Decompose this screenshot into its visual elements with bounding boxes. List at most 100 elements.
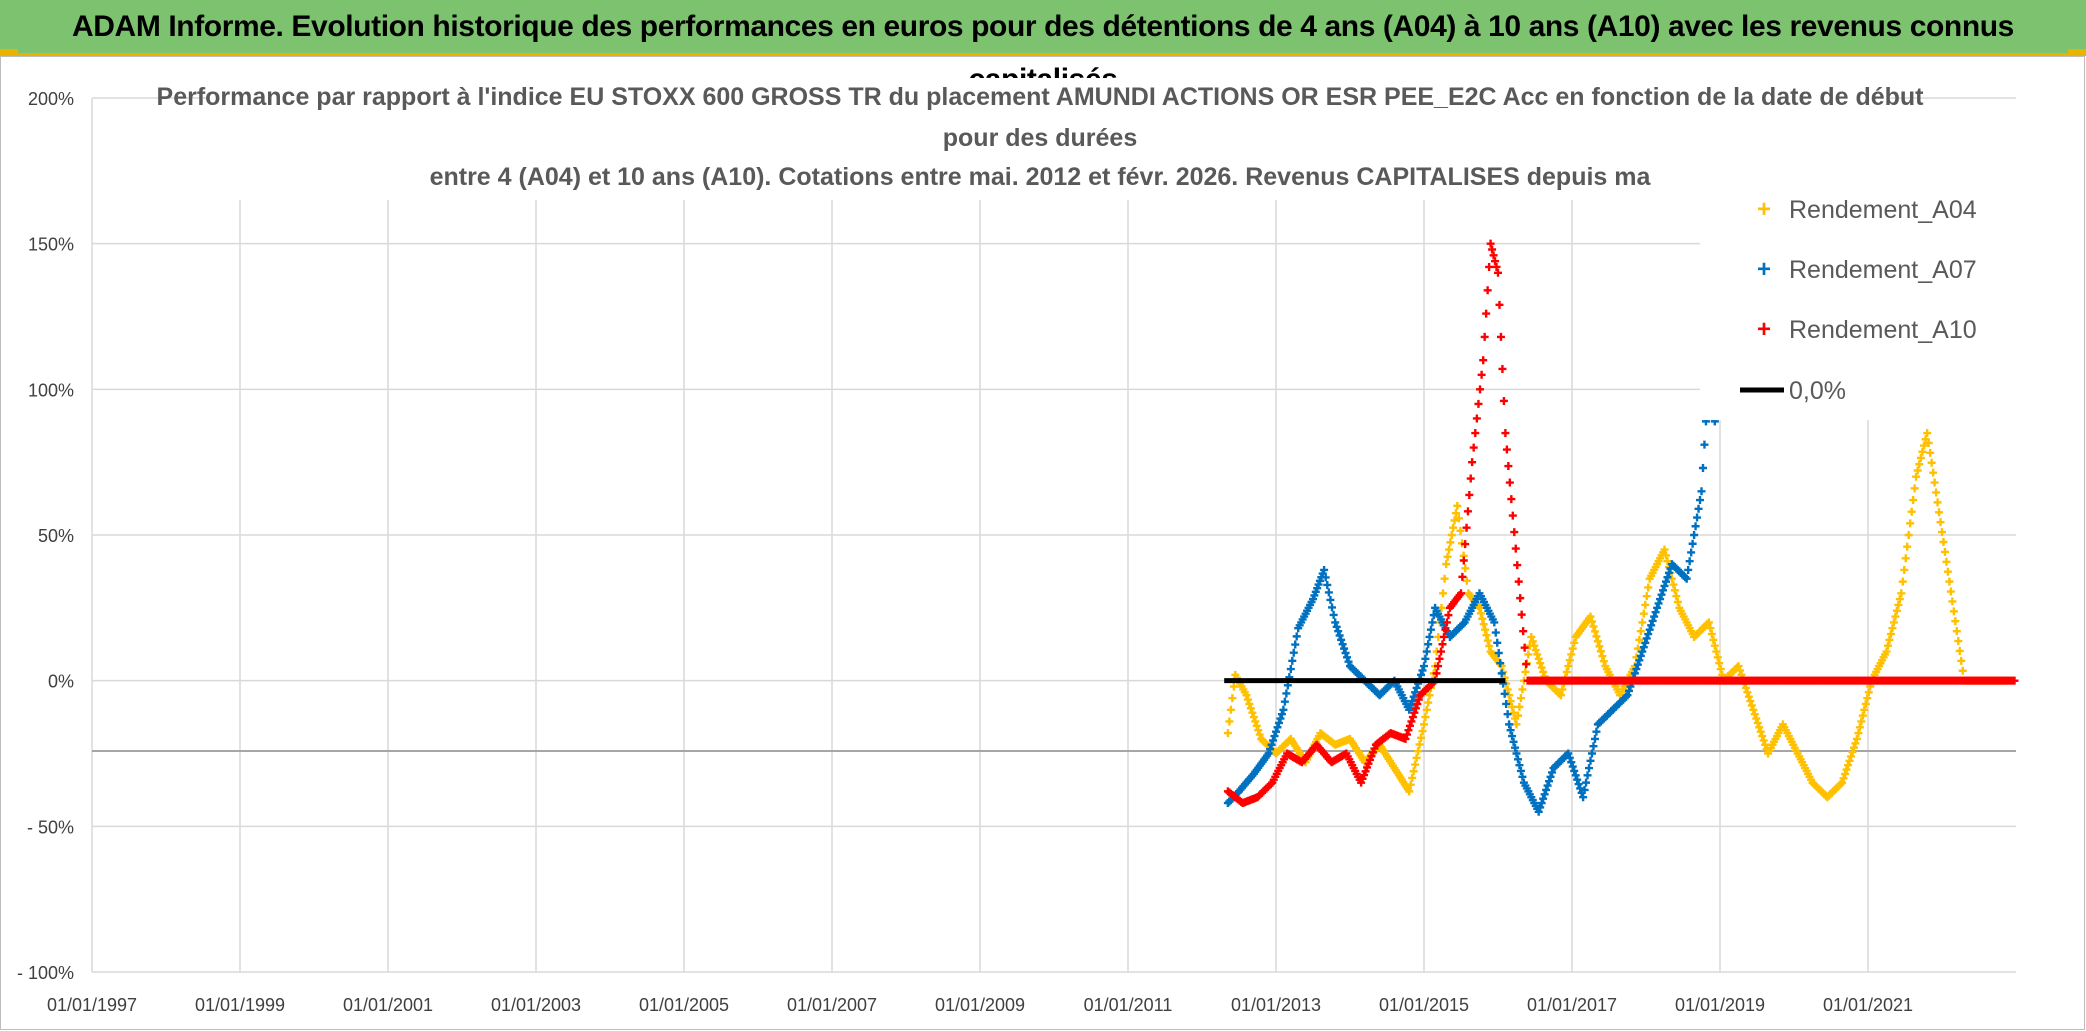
- data-point: [1641, 638, 1650, 647]
- data-point: [1422, 705, 1431, 714]
- data-point: [1447, 531, 1456, 539]
- data-point: [1521, 667, 1530, 676]
- data-point: [1570, 638, 1579, 647]
- data-point: [1744, 692, 1753, 701]
- data-point: [1248, 708, 1257, 717]
- data-point: [1331, 618, 1340, 627]
- data-point: [1630, 669, 1639, 678]
- data-point: [1920, 441, 1929, 450]
- data-point: [1697, 487, 1706, 496]
- data-point: [1273, 723, 1282, 732]
- data-point: [1706, 624, 1715, 633]
- data-point: [1414, 747, 1423, 756]
- data-point: [1672, 592, 1681, 601]
- data-point: [1661, 577, 1670, 586]
- data-point: [1924, 438, 1933, 447]
- chart-title-line-1: Performance par rapport à l'indice EU ST…: [157, 83, 1925, 111]
- data-point: [1635, 635, 1644, 644]
- data-point: [1496, 332, 1505, 341]
- data-point: [1909, 496, 1918, 505]
- data-point: [1573, 775, 1582, 784]
- data-point: [1650, 612, 1659, 621]
- data-point: [1405, 705, 1414, 714]
- data-point: [1571, 771, 1580, 780]
- chart-frame: [0, 56, 2085, 1030]
- data-point: [1461, 540, 1470, 549]
- x-tick-label: 01/01/2001: [343, 995, 433, 1015]
- data-point: [1855, 723, 1864, 732]
- legend-item-a07: + Rendement_A07: [1757, 256, 1977, 284]
- data-point: [1405, 721, 1414, 730]
- data-point: [1939, 537, 1948, 546]
- data-point: [1942, 557, 1951, 566]
- data-point: [1274, 718, 1283, 727]
- data-point: [1558, 685, 1567, 694]
- data-point: [1264, 749, 1273, 758]
- data-point: [1401, 734, 1410, 743]
- legend-label-a07: Rendement_A07: [1789, 256, 1977, 284]
- data-point: [1340, 644, 1349, 653]
- data-point: [1704, 618, 1713, 627]
- data-point: [1841, 769, 1850, 778]
- data-point: [1667, 574, 1676, 583]
- data-point: [1943, 567, 1952, 576]
- data-point: [1537, 799, 1546, 808]
- data-point: [1402, 730, 1411, 739]
- data-point: [1249, 713, 1258, 722]
- data-point: [1903, 542, 1912, 551]
- data-point: [1923, 429, 1932, 438]
- data-point: [1932, 488, 1941, 497]
- data-point: [1589, 622, 1598, 631]
- data-point: [1513, 755, 1522, 764]
- data-point: [1564, 749, 1573, 758]
- legend-item-reference: 0,0%: [1740, 377, 1846, 405]
- data-point: [1915, 460, 1924, 469]
- data-point: [1515, 702, 1524, 711]
- data-point: [1660, 581, 1669, 590]
- data-point: [1505, 720, 1514, 729]
- data-point: [1851, 739, 1860, 748]
- data-point: [1688, 539, 1697, 548]
- data-point: [1432, 669, 1441, 678]
- data-point: [1443, 552, 1452, 561]
- data-point: [1735, 666, 1744, 675]
- data-point: [1406, 780, 1415, 789]
- data-point: [1734, 662, 1743, 671]
- data-point: [1885, 635, 1894, 644]
- data-point: [1582, 778, 1591, 787]
- data-point: [1918, 447, 1927, 456]
- data-point: [1540, 790, 1549, 799]
- data-point: [1272, 727, 1280, 736]
- data-point: [1657, 590, 1666, 599]
- data-point: [1530, 641, 1539, 650]
- data-point: [1698, 463, 1707, 472]
- data-point: [1518, 772, 1527, 781]
- data-point: [1685, 557, 1694, 566]
- data-point: [1546, 772, 1555, 781]
- data-point: [1713, 653, 1722, 662]
- data-point: [1749, 705, 1758, 714]
- data-point: [1648, 616, 1657, 625]
- data-point: [1439, 589, 1448, 598]
- chart-title-line-3: entre 4 (A04) et 10 ans (A10). Cotations…: [430, 163, 1652, 191]
- data-point: [1413, 699, 1422, 708]
- x-tick-label: 01/01/2009: [935, 995, 1025, 1015]
- data-point: [1536, 803, 1545, 812]
- data-point: [1933, 498, 1942, 507]
- data-point: [1861, 699, 1870, 708]
- data-point: [1755, 723, 1764, 732]
- data-point: [1408, 773, 1417, 782]
- data-point: [1895, 595, 1904, 604]
- data-point: [1465, 490, 1474, 499]
- data-point: [1479, 620, 1488, 629]
- data-point: [1565, 656, 1574, 665]
- data-point: [1691, 522, 1700, 531]
- data-point: [1517, 610, 1526, 619]
- data-point: [1229, 682, 1238, 691]
- data-point: [1454, 514, 1463, 523]
- data-point: [1491, 257, 1500, 266]
- data-point: [1288, 656, 1297, 665]
- data-point: [1242, 691, 1251, 700]
- data-point: [1492, 262, 1501, 271]
- x-tick-label: 01/01/2013: [1231, 995, 1321, 1015]
